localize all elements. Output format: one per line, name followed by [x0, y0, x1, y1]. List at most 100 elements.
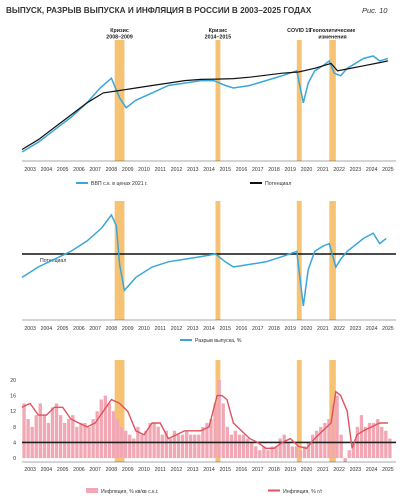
x-tick-label: 2009 [122, 167, 134, 173]
crisis-label: 2014–2015 [205, 35, 232, 41]
inflation-bar [34, 415, 38, 459]
inflation-bar [184, 430, 189, 459]
inflation-bar [197, 434, 201, 459]
x-tick-label: 2010 [138, 167, 150, 173]
inflation-bar [371, 422, 376, 459]
x-tick-labels: 2003 2004 2005 2006 2007 2008 2009 2010 2011 2012… [24, 326, 393, 332]
crisis-band [296, 40, 302, 161]
x-tick-label: 2008 [106, 326, 118, 332]
inflation-bar [217, 380, 221, 459]
x-tick-label: 2021 [317, 467, 329, 473]
legend-label-potential: Потенциал [265, 181, 291, 187]
inflation-bar [351, 442, 355, 459]
legend-inflation: Инфляция, % кв/кв с.к.г. Инфляция, % г/г [86, 488, 323, 495]
inflation-bar [99, 399, 103, 459]
inflation-bar [26, 419, 30, 459]
inflation-bar [152, 422, 156, 459]
inflation-bar [22, 403, 26, 459]
inflation-bar [229, 434, 234, 459]
x-tick-label: 2005 [57, 467, 69, 473]
crisis-band [114, 360, 125, 462]
crisis-band [215, 40, 221, 161]
legend-label-gdp: ВВП с.к. в ценах 2021 г. [91, 181, 148, 187]
y-tick-label: 16 [10, 394, 16, 400]
x-tick-label: 2007 [89, 326, 101, 332]
inflation-bar [148, 422, 152, 459]
inflation-bar [71, 415, 75, 459]
crisis-label: Геополитические [310, 28, 355, 34]
x-tick-label: 2008 [106, 467, 118, 473]
crisis-band [296, 201, 302, 320]
inflation-bar [63, 422, 67, 459]
series-potential-line [21, 60, 389, 151]
inflation-bar [193, 434, 197, 459]
crisis-label: Кризис [110, 28, 129, 34]
inflation-bar [254, 446, 258, 459]
x-tick-label: 2024 [366, 467, 378, 473]
inflation-bar [266, 450, 270, 459]
legend-output: ВВП с.к. в ценах 2021 г. Потенциал [76, 181, 291, 187]
x-tick-labels: 2003 2004 2005 2006 2007 2008 2009 2010 2011 2012… [24, 467, 393, 473]
crisis-band [215, 201, 221, 320]
x-tick-label: 2011 [155, 326, 166, 332]
inflation-bar [302, 446, 307, 459]
crisis-band [114, 40, 125, 161]
y-tick-label: 12 [10, 409, 16, 415]
inflation-bar [258, 450, 262, 459]
x-tick-label: 2023 [350, 326, 362, 332]
y-tick-labels: 0 4 8 12 16 20 [10, 378, 16, 462]
x-tick-label: 2022 [333, 467, 345, 473]
inflation-bar [290, 446, 295, 459]
x-tick-label: 2023 [350, 167, 362, 173]
inflation-bar [180, 434, 185, 459]
x-tick-label: 2005 [57, 326, 69, 332]
crisis-label: 2008–2009 [106, 35, 133, 41]
x-tick-label: 2016 [236, 167, 248, 173]
inflation-bar [359, 415, 364, 459]
inflation-bar [315, 430, 319, 459]
series-output-gap-line [21, 213, 387, 307]
x-tick-label: 2016 [236, 326, 248, 332]
x-tick-label: 2023 [350, 467, 362, 473]
x-tick-label: 2025 [382, 167, 394, 173]
inflation-bar [233, 430, 238, 459]
inflation-bar [221, 403, 225, 459]
x-tick-label: 2014 [203, 326, 215, 332]
inflation-bar [335, 395, 339, 459]
inflation-bar [164, 430, 168, 459]
x-tick-label: 2014 [203, 167, 215, 173]
inflation-bar [140, 434, 144, 459]
inflation-bar [343, 458, 347, 462]
inflation-bar [168, 438, 173, 459]
x-tick-label: 2019 [285, 326, 297, 332]
legend-label-inflation-qoq: Инфляция, % кв/кв с.к.г. [101, 489, 159, 495]
inflation-bar [376, 419, 380, 459]
inflation-bar [95, 411, 99, 459]
inflation-bar [128, 434, 132, 459]
inflation-bar [160, 434, 164, 459]
x-tick-label: 2019 [285, 467, 297, 473]
x-tick-label: 2010 [138, 326, 150, 332]
panel-output-gap: Потенциал 2003 2004 2005 2006 2007 2008 2009 20… [21, 201, 396, 344]
legend-label-inflation-yoy: Инфляция, % г/г [283, 489, 323, 495]
y-tick-label: 8 [13, 425, 16, 431]
figure-number: Рис. 10 [362, 6, 388, 15]
x-tick-label: 2022 [333, 326, 345, 332]
x-tick-label: 2014 [203, 467, 215, 473]
x-tick-label: 2012 [171, 467, 183, 473]
x-tick-label: 2013 [187, 326, 199, 332]
legend-label-gap: Разрыв выпуска, % [195, 338, 242, 344]
inflation-bar [339, 434, 343, 459]
inflation-bar [327, 419, 331, 459]
x-tick-label: 2018 [268, 467, 280, 473]
x-tick-label: 2003 [24, 467, 36, 473]
inflation-bar [176, 434, 181, 459]
inflation-bar [115, 419, 120, 459]
inflation-bar [54, 403, 59, 459]
x-tick-label: 2024 [366, 326, 378, 332]
x-tick-label: 2020 [301, 326, 313, 332]
inflation-bar [367, 422, 372, 459]
